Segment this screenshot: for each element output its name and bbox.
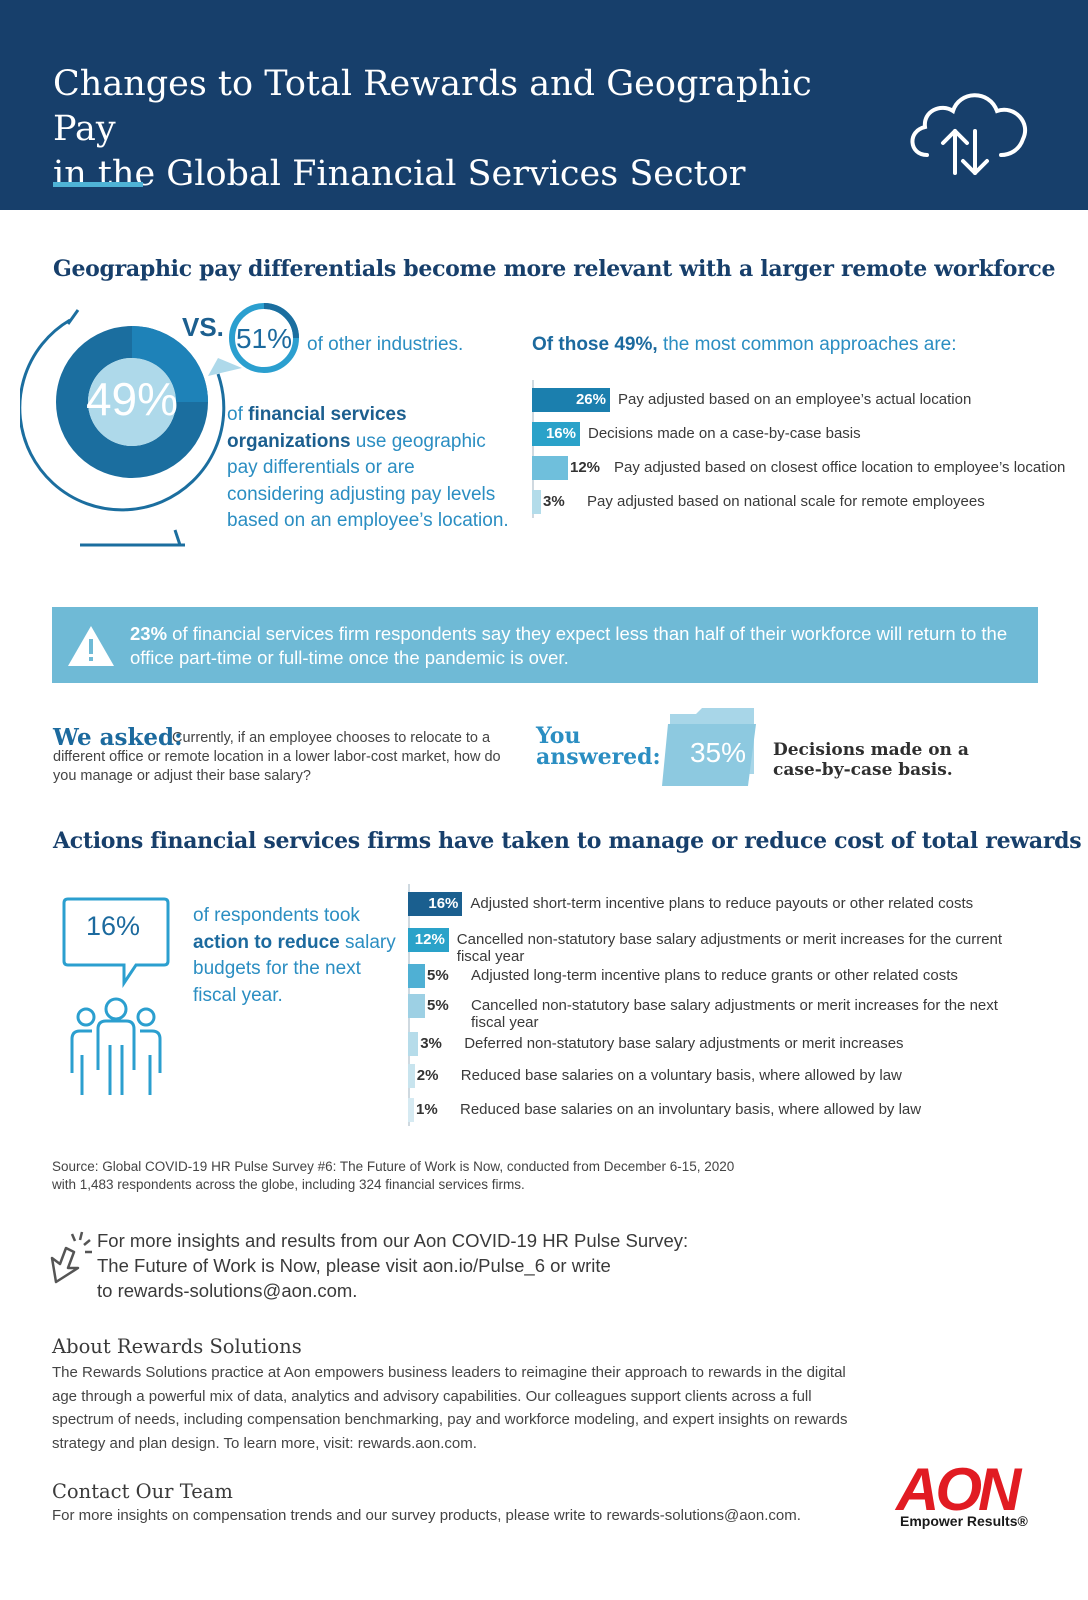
header-accent-rule	[53, 182, 143, 187]
bar-value-label: 1%	[416, 1101, 438, 1118]
more-line2[interactable]: The Future of Work is Now, please visit …	[97, 1255, 611, 1276]
bar-category-label: Deferred non-statutory base salary adjus…	[464, 1035, 904, 1052]
about-title: About Rewards Solutions	[52, 1335, 302, 1358]
bar-value-label: 26%	[575, 391, 606, 408]
bar-value-label: 5%	[427, 967, 449, 984]
approaches-title-bold: Of those 49%,	[532, 334, 658, 355]
bar-category-label: Cancelled non-statutory base salary adju…	[456, 931, 1003, 965]
bar-category-label: Pay adjusted based on national scale for…	[587, 493, 985, 510]
bar	[532, 456, 568, 480]
bar-value-label: 3%	[543, 493, 565, 510]
more-line1: For more insights and results from our A…	[97, 1230, 689, 1251]
bar-category-label: Reduced base salaries on a voluntary bas…	[460, 1067, 902, 1084]
bar-category-label: Cancelled non-statutory base salary adju…	[471, 997, 998, 1031]
asked-label: We asked:	[53, 724, 183, 751]
bar-value-label: 16%	[545, 425, 576, 442]
bar-value-label: 3%	[420, 1035, 442, 1052]
header-banner	[0, 0, 1088, 210]
bar-category-label: Adjusted long-term incentive plans to re…	[471, 967, 958, 984]
speech-bubble-people-graphic	[62, 897, 170, 1095]
vs-label: VS.	[182, 312, 224, 342]
bar	[532, 388, 610, 412]
bar	[408, 964, 425, 988]
resp-desc-post: salary budgets for the next fiscal year.	[193, 931, 396, 1006]
bar	[532, 490, 541, 514]
bar	[408, 892, 463, 916]
desc-bold: financial services organizations	[227, 404, 407, 452]
bar-category-label: Decisions made on a case-by-case basis	[588, 425, 861, 442]
resp-desc-bold: action to reduce	[193, 931, 340, 953]
bar-value-label: 5%	[427, 997, 449, 1014]
folder-icon	[662, 708, 756, 786]
bubble-pct: 16%	[85, 911, 141, 941]
alert-bold: 23%	[130, 623, 168, 644]
bar-value-label: 2%	[416, 1067, 439, 1084]
people-icon	[70, 997, 162, 1095]
contact-title: Contact Our Team	[52, 1480, 233, 1503]
other-pct-text: 51%	[236, 323, 292, 354]
bar	[408, 1032, 419, 1056]
cursor-click-icon	[50, 1231, 92, 1284]
warning-icon	[68, 626, 114, 666]
percentage-gauge: 49% 51%	[20, 303, 299, 547]
respondents-description: of respondents took action to reduce sal…	[193, 903, 398, 1009]
source-line1: Source: Global COVID-19 HR Pulse Survey …	[52, 1159, 735, 1174]
main-pct-text: 49%	[86, 373, 178, 425]
section-heading-actions: Actions financial services firms have ta…	[53, 828, 1082, 854]
aon-logo-text: AON	[894, 1456, 1023, 1523]
bar	[408, 1064, 415, 1088]
answer-pct: 35%	[689, 737, 747, 768]
bar	[408, 1098, 414, 1122]
more-line3[interactable]: to rewards-solutions@aon.com.	[97, 1280, 358, 1301]
bar-value-label: 12%	[414, 931, 445, 948]
answered-label: You answered:	[536, 723, 661, 770]
bar	[408, 994, 425, 1018]
bar-category-label: Pay adjusted based on an employee’s actu…	[618, 391, 972, 408]
approaches-title: Of those 49%, the most common approaches…	[532, 334, 957, 356]
page-title: Changes to Total Rewards and Geographic …	[53, 62, 853, 197]
bar-value-label: 12%	[570, 459, 601, 476]
source-note: Source: Global COVID-19 HR Pulse Survey …	[52, 1158, 852, 1194]
more-insights-text: For more insights and results from our A…	[97, 1228, 797, 1303]
bar-category-label: Adjusted short-term incentive plans to r…	[470, 895, 974, 912]
cloud-upload-download-icon	[910, 93, 1027, 175]
answer-text: Decisions made on a case-by-case basis.	[773, 740, 969, 780]
page-title-line1: Changes to Total Rewards and Geographic …	[53, 64, 812, 149]
alert-banner	[52, 607, 1038, 683]
page-title-line2: in the Global Financial Services Sector	[53, 154, 746, 194]
desc-prefix: of	[227, 404, 243, 425]
aon-logo: AON	[894, 1456, 1027, 1523]
bar-value-label: 16%	[428, 895, 459, 912]
contact-body: For more insights on compensation trends…	[52, 1507, 801, 1524]
section-heading-geo-pay: Geographic pay differentials become more…	[53, 256, 1056, 282]
bar-category-label: Reduced base salaries on an involuntary …	[460, 1101, 922, 1118]
financial-services-description: of financial services organizations use …	[227, 402, 512, 535]
bar	[532, 422, 580, 446]
desc-rest: use geographic pay differentials or are …	[227, 430, 509, 532]
chart-axis-line	[532, 380, 534, 518]
bar-category-label: Pay adjusted based on closest office loc…	[614, 459, 1066, 476]
approaches-title-rest: the most common approaches are:	[662, 334, 957, 355]
bar	[408, 928, 449, 952]
source-line2: with 1,483 respondents across the globe,…	[52, 1177, 525, 1192]
alert-body: of financial services firm respondents s…	[130, 623, 1008, 668]
other-industries-text: of other industries.	[307, 334, 464, 355]
about-body: The Rewards Solutions practice at Aon em…	[52, 1364, 848, 1452]
speech-bubble-icon	[62, 897, 170, 988]
resp-desc-pre: of respondents took	[193, 905, 360, 926]
asked-question: Currently, if an employee chooses to rel…	[53, 730, 501, 784]
aon-tagline: Empower Results®	[900, 1513, 1028, 1529]
alert-text: 23% of financial services firm responden…	[130, 622, 1010, 669]
